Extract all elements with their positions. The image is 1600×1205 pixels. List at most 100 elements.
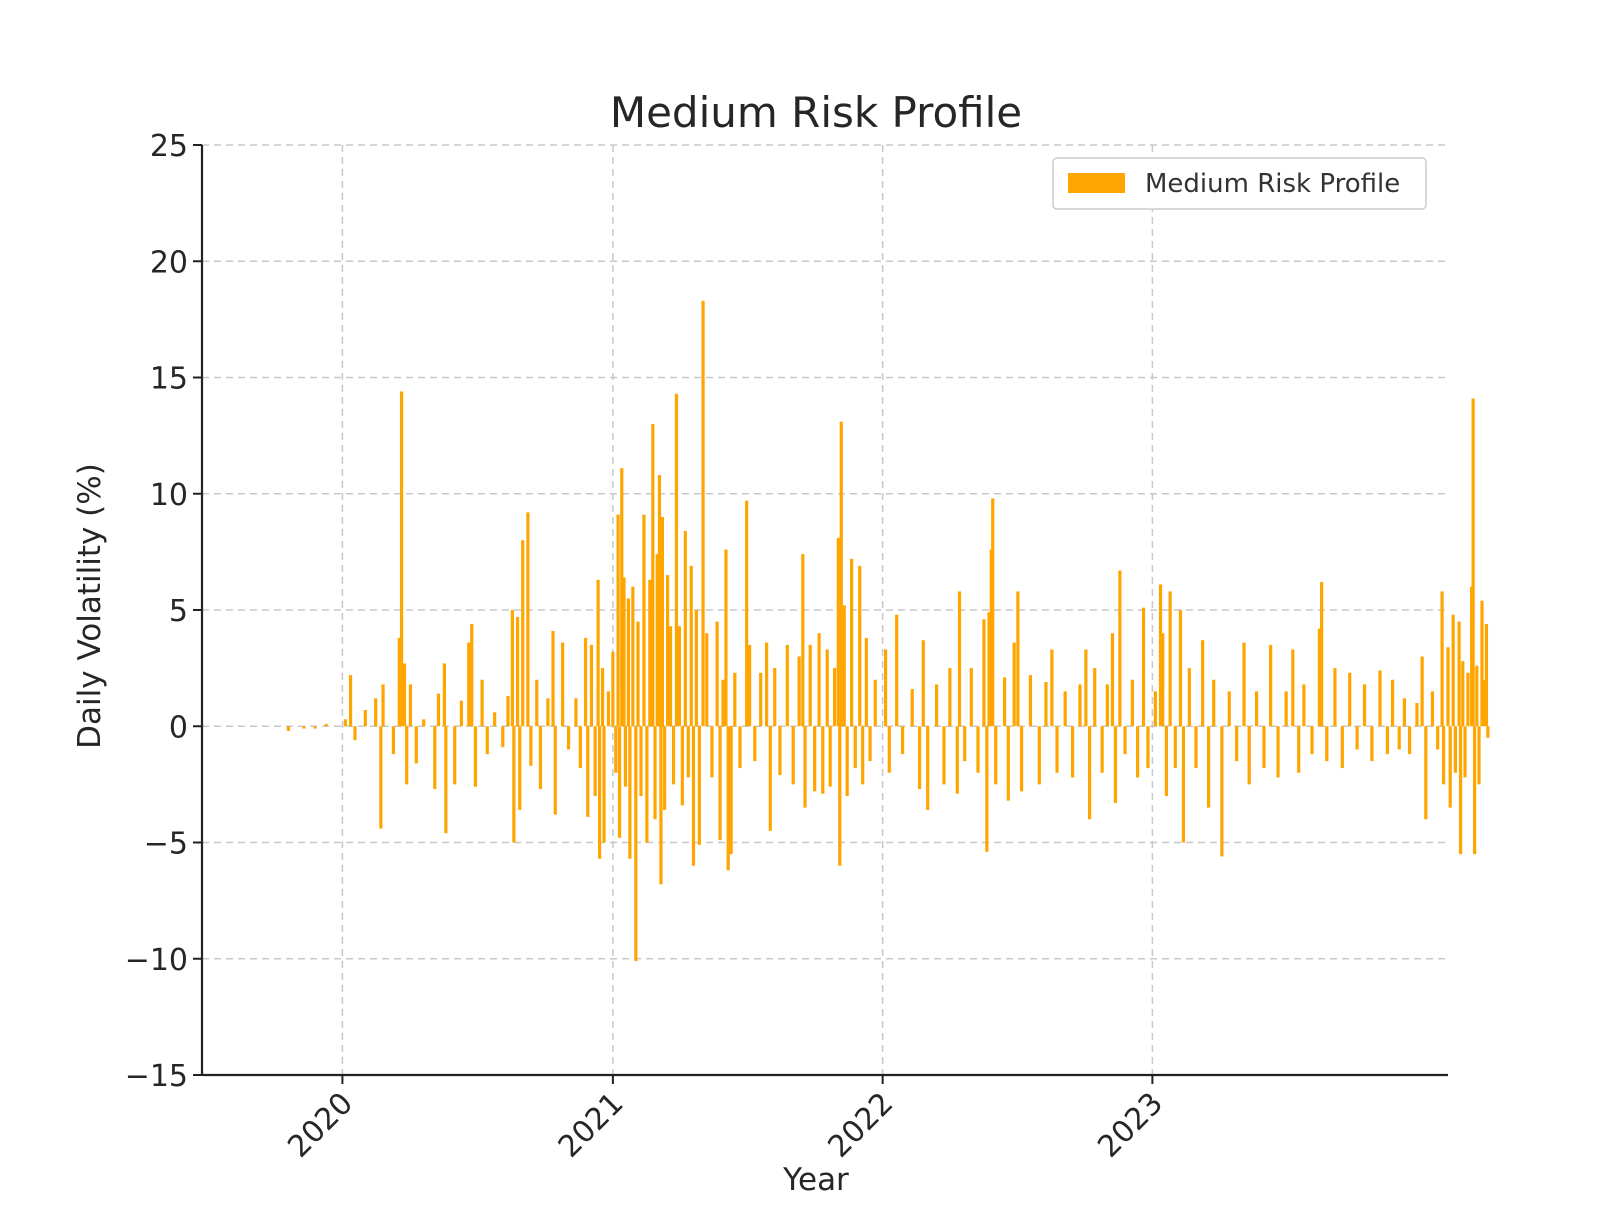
bar bbox=[1093, 668, 1097, 727]
bar bbox=[715, 621, 719, 727]
bar bbox=[422, 719, 426, 727]
bar bbox=[1178, 610, 1183, 727]
bar bbox=[710, 726, 714, 778]
bar bbox=[976, 726, 980, 773]
bar bbox=[1206, 726, 1211, 808]
bar bbox=[1424, 726, 1428, 820]
bar bbox=[659, 726, 663, 885]
bar bbox=[648, 579, 652, 727]
bar bbox=[1037, 726, 1041, 785]
bar bbox=[934, 684, 939, 727]
bar bbox=[1466, 672, 1470, 727]
bar bbox=[1168, 591, 1172, 727]
x-tick-label: 2020 bbox=[281, 1086, 360, 1165]
bar bbox=[1461, 661, 1465, 727]
bar bbox=[868, 726, 872, 762]
bar bbox=[553, 726, 557, 815]
bar bbox=[1446, 647, 1450, 727]
bar bbox=[493, 712, 497, 727]
bar bbox=[917, 726, 922, 790]
bar bbox=[655, 554, 659, 727]
bar bbox=[991, 498, 995, 727]
bar bbox=[1397, 726, 1401, 750]
bar bbox=[1087, 726, 1092, 820]
bar bbox=[1276, 726, 1280, 778]
bar bbox=[1302, 684, 1306, 727]
bar bbox=[574, 698, 578, 727]
y-tick-label: 5 bbox=[169, 594, 188, 629]
bar bbox=[444, 726, 448, 834]
bar bbox=[597, 726, 602, 859]
bar bbox=[324, 723, 328, 727]
bar bbox=[663, 726, 667, 810]
bar bbox=[677, 626, 682, 727]
bar bbox=[1006, 726, 1010, 801]
bar bbox=[733, 672, 737, 727]
bar bbox=[1477, 726, 1481, 785]
y-tick-label: 0 bbox=[169, 710, 188, 745]
x-tick-label: 2023 bbox=[1091, 1086, 1170, 1165]
bar bbox=[620, 468, 624, 727]
bar bbox=[765, 642, 769, 727]
bar bbox=[1181, 726, 1186, 843]
bar bbox=[705, 633, 709, 727]
bar bbox=[1463, 726, 1467, 778]
bar bbox=[1201, 640, 1205, 727]
bar bbox=[683, 530, 687, 727]
bar bbox=[803, 726, 807, 808]
bar bbox=[773, 668, 777, 727]
bar bbox=[797, 656, 801, 727]
bar bbox=[994, 726, 998, 785]
bar bbox=[836, 537, 840, 727]
bar bbox=[845, 726, 849, 796]
bar bbox=[1451, 614, 1455, 727]
bar bbox=[668, 626, 673, 727]
y-tick-label: −15 bbox=[125, 1059, 188, 1094]
bar bbox=[1113, 726, 1118, 803]
bar bbox=[982, 619, 986, 727]
bar bbox=[1473, 726, 1477, 855]
bar bbox=[397, 637, 401, 727]
bar bbox=[473, 726, 478, 787]
bar bbox=[691, 726, 696, 866]
bar bbox=[839, 421, 843, 727]
bar bbox=[987, 612, 991, 727]
bar bbox=[578, 726, 582, 769]
bar bbox=[721, 679, 725, 727]
bar bbox=[453, 726, 457, 785]
bar bbox=[1118, 570, 1122, 727]
bar bbox=[1016, 591, 1020, 727]
bar bbox=[828, 726, 832, 787]
bar bbox=[884, 649, 888, 727]
bar bbox=[680, 726, 684, 806]
bar bbox=[1084, 649, 1088, 727]
bar bbox=[1440, 591, 1444, 727]
bar bbox=[433, 726, 437, 790]
y-tick-label: −10 bbox=[125, 943, 188, 978]
bar bbox=[1130, 679, 1135, 727]
bar bbox=[801, 554, 805, 727]
bar bbox=[402, 663, 407, 727]
bar bbox=[405, 726, 409, 785]
bar bbox=[985, 726, 989, 852]
bar bbox=[1220, 726, 1224, 857]
bar bbox=[1262, 726, 1266, 769]
bar bbox=[955, 726, 959, 794]
bar bbox=[1348, 672, 1352, 727]
bar bbox=[506, 696, 510, 727]
bar bbox=[858, 565, 862, 727]
bar bbox=[838, 726, 842, 866]
bar bbox=[651, 424, 655, 727]
bar bbox=[566, 726, 571, 750]
bar bbox=[833, 668, 837, 727]
bar bbox=[665, 575, 670, 727]
bar bbox=[821, 726, 825, 794]
bar bbox=[436, 693, 441, 727]
bar bbox=[1370, 726, 1374, 762]
y-tick-label: 10 bbox=[150, 478, 188, 513]
bar bbox=[1458, 726, 1463, 855]
bar bbox=[1141, 607, 1146, 727]
bar bbox=[900, 726, 905, 755]
bar bbox=[910, 689, 914, 727]
